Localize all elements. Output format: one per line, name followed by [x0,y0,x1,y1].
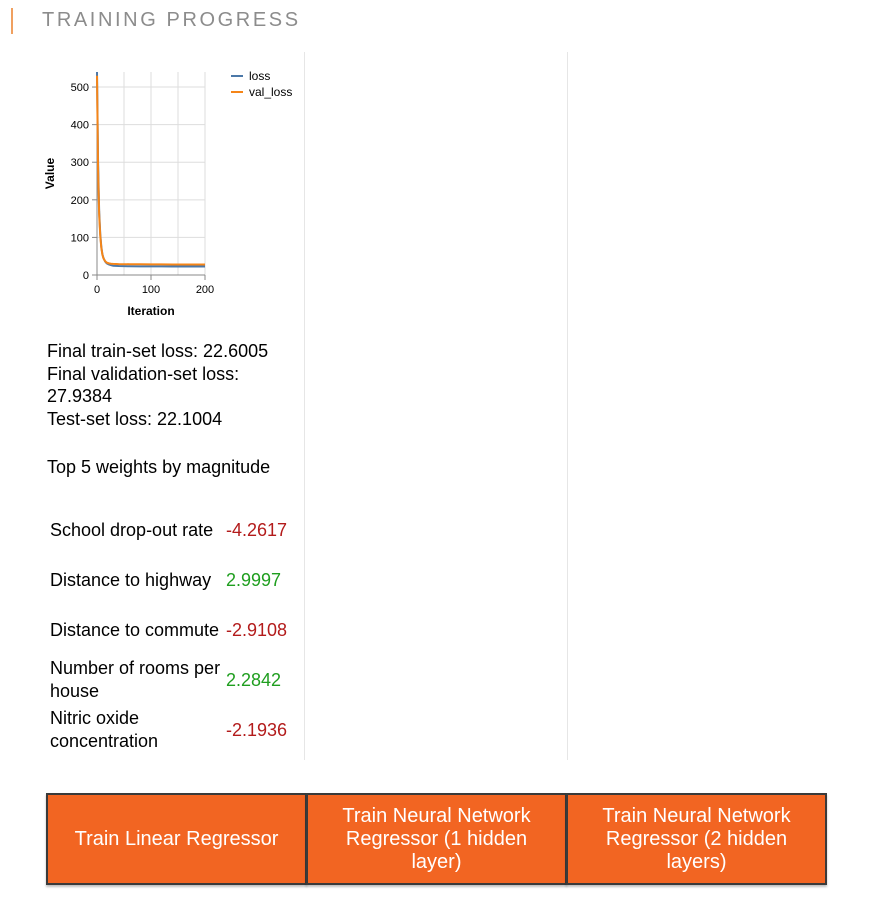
chart-axes: 0 100 200 300 400 500 0 100 200 [71,72,214,296]
y-axis-title: Value [43,158,57,190]
y-tick-label: 500 [71,82,89,94]
table-row: Distance to commute -2.9108 [47,605,299,655]
loss-chart: 0 100 200 300 400 500 0 100 200 loss val_loss Ite… [36,62,306,326]
table-row: Nitric oxide concentration -2.1936 [47,705,299,755]
legend-label-val_loss: val_loss [249,85,292,99]
table-row: Distance to highway 2.9997 [47,555,299,605]
series-line-val_loss [96,75,206,266]
loss-chart-svg: 0 100 200 300 400 500 0 100 200 loss val_loss Ite… [43,69,292,318]
y-tick-label: 200 [71,195,89,207]
chart-series [96,71,206,268]
weight-value: 2.9997 [226,569,282,590]
column-divider [567,52,568,760]
table-row: School drop-out rate -4.2617 [47,505,299,555]
test-loss-text: Test-set loss: 22.1004 [47,408,223,429]
x-axis-title: Iteration [127,304,174,318]
page-title: TRAINING PROGRESS [42,9,301,31]
weight-name: Distance to highway [50,569,212,590]
weight-name: School drop-out rate [50,519,214,540]
weight-name: Number of rooms per house [50,658,221,701]
validation-loss-text: Final validation-set loss: 27.9384 [47,363,240,407]
train-loss-text: Final train-set loss: 22.6005 [47,341,269,361]
y-tick-label: 300 [71,157,89,169]
x-tick-label: 100 [142,284,160,296]
train-nn-1-hidden-button[interactable]: Train Neural Network Regressor (1 hidden… [306,793,567,885]
train-linear-regressor-button[interactable]: Train Linear Regressor [46,793,307,885]
weight-name: Nitric oxide concentration [50,708,159,751]
column-divider [304,52,305,760]
weight-value: -4.2617 [226,519,288,540]
weights-table: School drop-out rate -4.2617 Distance to… [47,505,299,755]
x-tick-label: 0 [94,284,100,296]
train-nn-2-hidden-button[interactable]: Train Neural Network Regressor (2 hidden… [566,793,827,885]
header-accent-bar [11,8,13,34]
y-tick-label: 400 [71,120,89,132]
weight-value: -2.1936 [226,719,288,740]
legend-label-loss: loss [249,69,270,83]
loss-summary: Final train-set loss: 22.6005 Final vali… [47,340,302,430]
table-row: Number of rooms per house 2.2842 [47,655,299,705]
weight-value: 2.2842 [226,669,282,690]
x-tick-label: 200 [196,284,214,296]
y-tick-label: 0 [83,270,89,282]
weights-heading: Top 5 weights by magnitude [47,457,271,477]
weight-value: -2.9108 [226,619,288,640]
y-tick-label: 100 [71,232,89,244]
chart-legend: loss val_loss [231,69,292,99]
weight-name: Distance to commute [50,619,220,640]
chart-grid [96,72,206,276]
